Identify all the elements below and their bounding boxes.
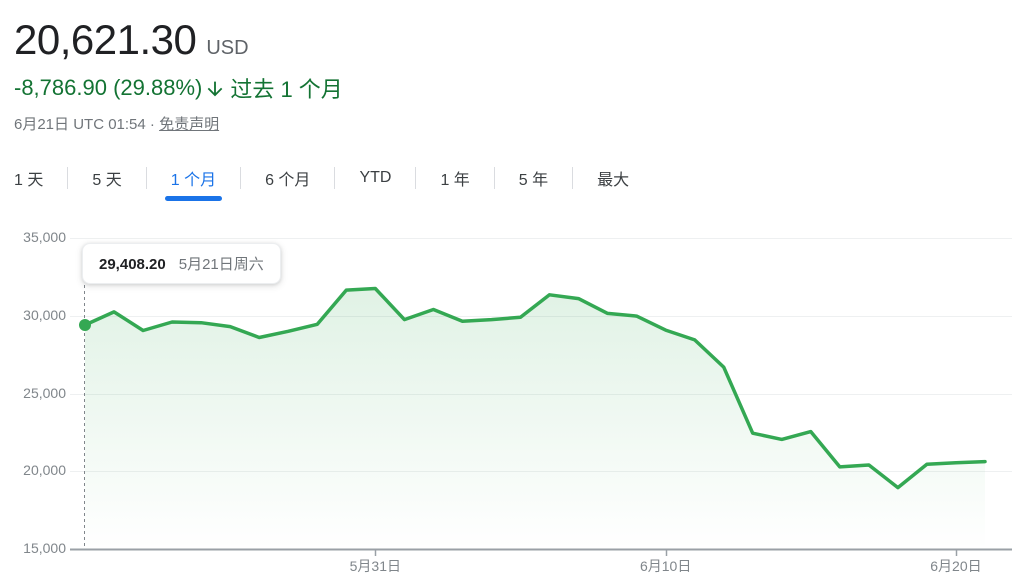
tab-divider [572,167,574,189]
disclaimer-link[interactable]: 免责声明 [159,116,220,133]
dot-separator: · [149,116,155,133]
quote-timestamp: 6月21日 UTC 01:54 [14,116,146,133]
tab-underline [164,196,223,201]
y-axis-label: 20,000 [23,462,66,479]
y-axis-label: 15,000 [23,540,66,556]
y-axis-label: 25,000 [23,384,66,401]
quote-timestamp-row: 6月21日 UTC 01:54 · 免责声明 [14,113,343,134]
tooltip-price: 29,408.20 [99,256,166,273]
tab-max[interactable]: 最大 [597,172,630,189]
tab-5d[interactable]: 5 天 [92,172,122,189]
tab-1m[interactable]: 1 个月 [164,157,223,201]
chart-area-fill [85,288,985,549]
price-change-value: -8,786.90 (29.88%) [14,75,203,100]
x-axis-label: 6月10日 [639,558,692,574]
price-change-period: 过去 1 个月 [230,77,343,102]
tab-5y[interactable]: 5 年 [518,172,549,189]
time-range-tabs: 1 天 5 天 1 个月 6 个月 YTD 1 年 5 年 最大 [14,156,653,201]
tab-6m[interactable]: 6 个月 [265,172,311,189]
y-axis-label: 30,000 [23,306,66,323]
highlight-dot [79,318,91,331]
tab-divider [145,167,147,189]
price-change-row: -8,786.90 (29.88%) 过去 1 个月 [14,72,343,104]
tab-divider [240,167,242,189]
chart-tooltip: 29,408.20 5月21日周六 [82,243,281,284]
chart-line [83,286,987,490]
arrow-down-icon [208,81,223,97]
tab-divider [415,167,417,189]
tab-ytd[interactable]: YTD [359,169,392,186]
currency-code: USD [206,37,249,59]
tab-1d[interactable]: 1 天 [14,172,44,189]
tab-1y[interactable]: 1 年 [440,172,470,189]
quote-header: 20,621.30 USD -8,786.90 (29.88%) 过去 1 个月… [14,16,343,134]
x-axis-label: 5月31日 [349,558,401,574]
x-axis-label: 6月20日 [930,558,982,574]
tab-divider [67,167,69,189]
tooltip-date: 5月21日周六 [178,256,264,273]
tab-divider [493,167,495,189]
y-axis-label: 35,000 [23,229,66,245]
tab-divider [334,167,336,189]
current-price: 20,621.30 [14,16,197,63]
